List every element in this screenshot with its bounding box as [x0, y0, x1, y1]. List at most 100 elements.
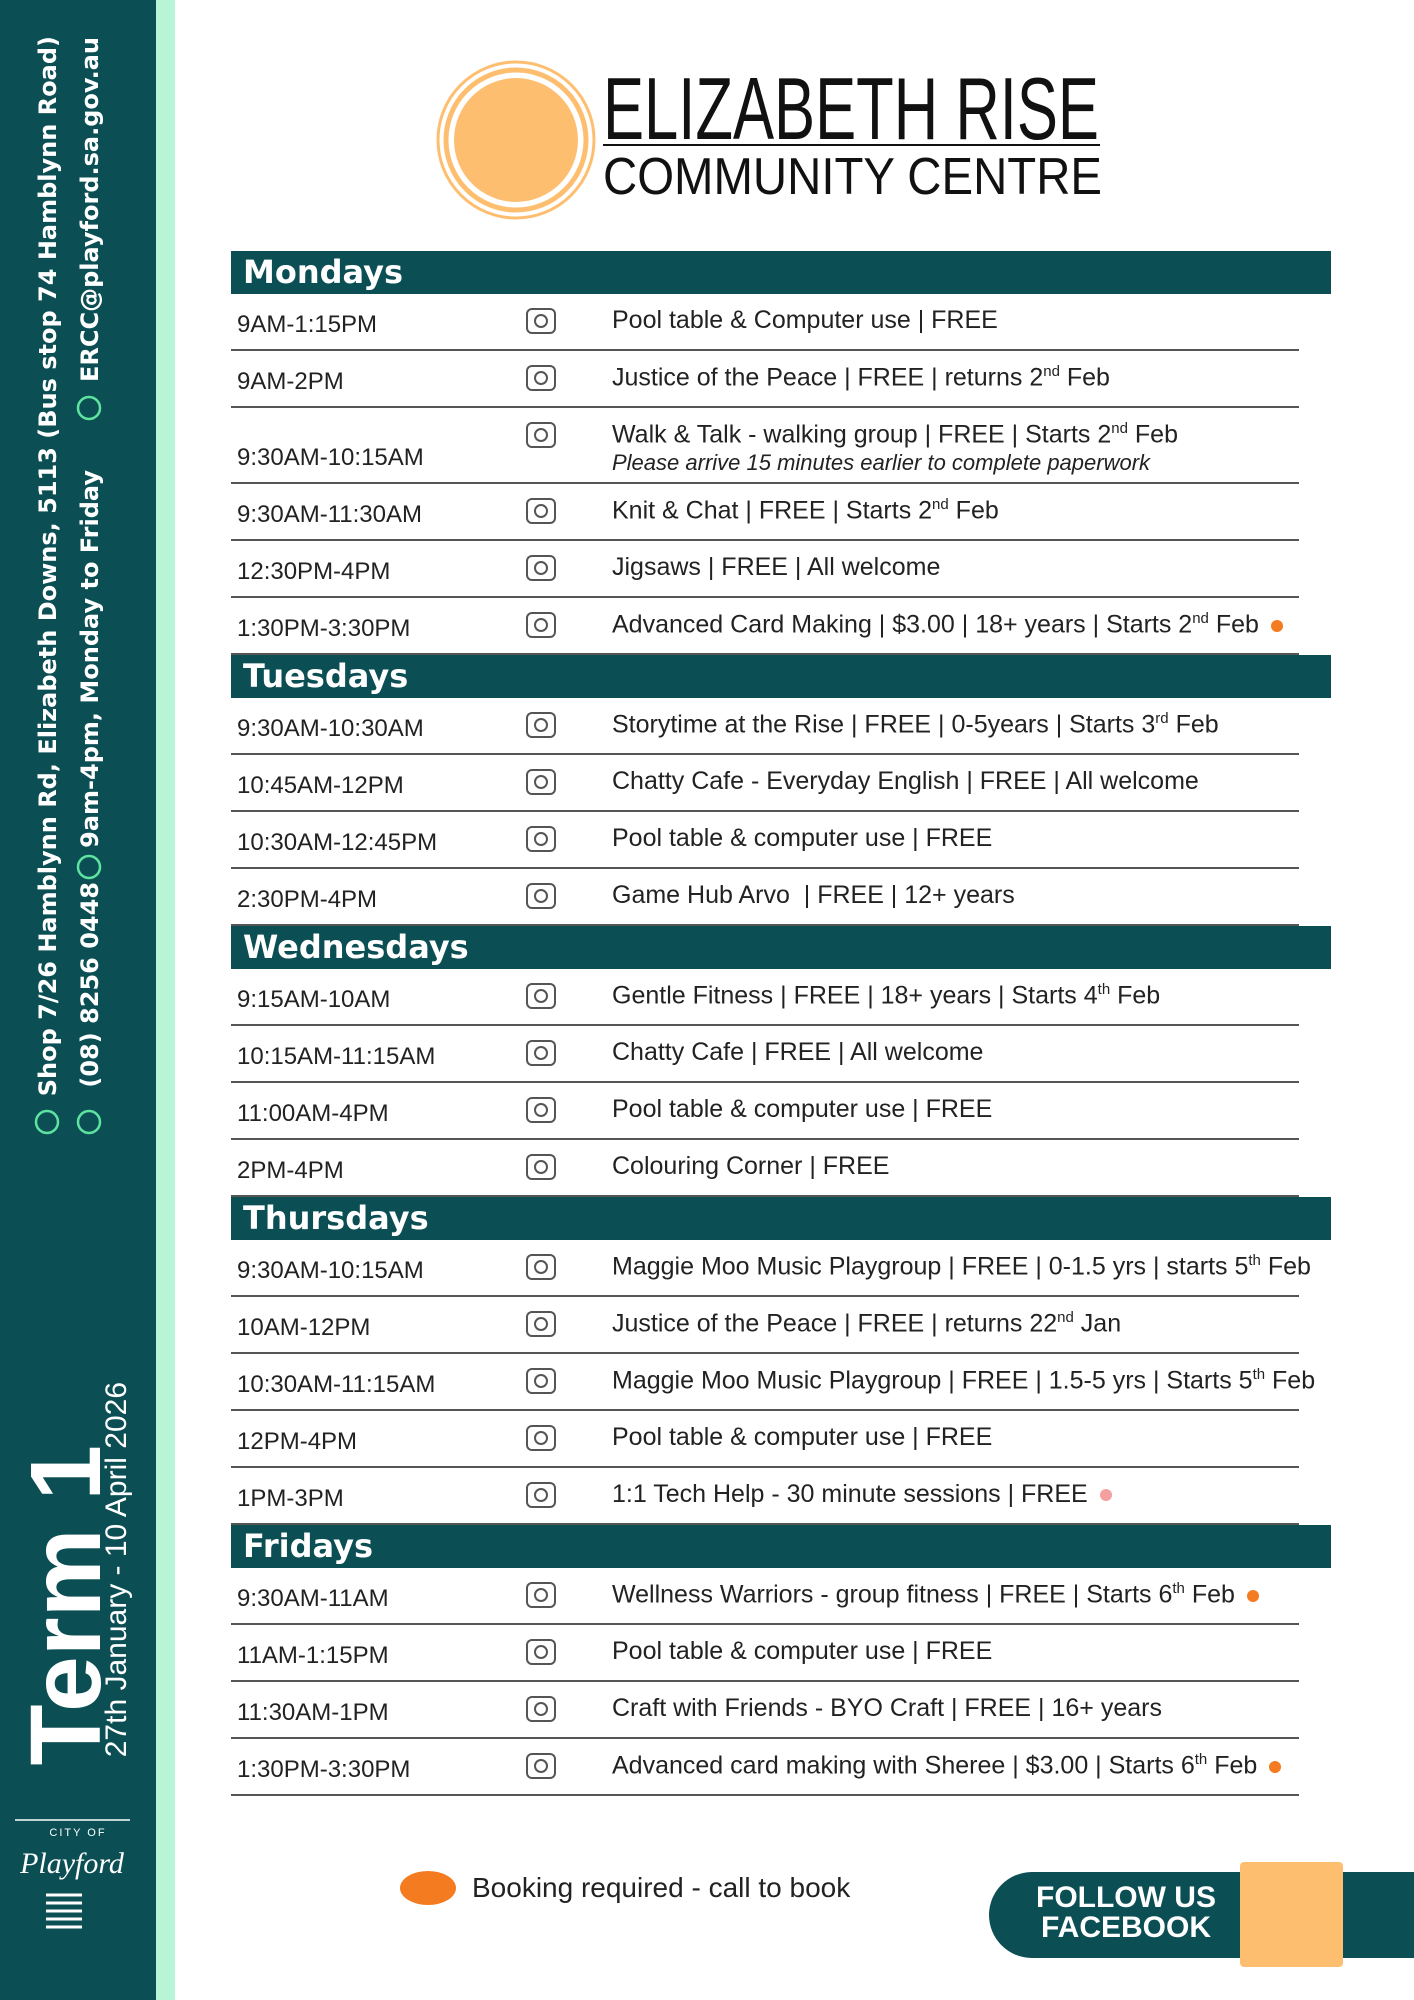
council-label: CITY OF: [49, 1827, 106, 1839]
activity: Game Hub Arvo | FREE | 12+ years: [612, 881, 1015, 910]
activity: Pool table & computer use | FREE: [612, 1423, 992, 1452]
schedule-row: 2PM-4PM Colouring Corner | FREE: [231, 1140, 1299, 1197]
activity-icon: [526, 1368, 556, 1394]
follow-line[interactable]: FACEBOOK: [1040, 1911, 1211, 1944]
activity: Justice of the Peace | FREE | returns 22…: [612, 1309, 1121, 1338]
activity-text: Feb: [1110, 981, 1161, 1010]
activity-icon: [526, 769, 556, 795]
sidebar-icons: [34, 395, 102, 1135]
activity-text: Feb: [948, 496, 999, 525]
schedule-row: 9:30AM-11AM Wellness Warriors - group fit…: [231, 1568, 1299, 1625]
activity-icon: [526, 1097, 556, 1123]
activity: Storytime at the Rise | FREE | 0-5years …: [612, 710, 1219, 739]
activity-text: Wellness Warriors - group fitness | FREE…: [612, 1580, 1173, 1609]
activity-text: Feb: [1208, 610, 1259, 639]
sidebar: [0, 0, 156, 2000]
activity-icon: [526, 1311, 556, 1337]
time: 11AM-1:15PM: [237, 1642, 389, 1669]
activity-text: Feb: [1184, 1580, 1235, 1609]
time: 9:30AM-10:15AM: [237, 444, 424, 471]
activity: Advanced card making with Sheree | $3.00…: [612, 1751, 1282, 1780]
time: 9AM-1:15PM: [237, 311, 378, 338]
time: 11:30AM-1PM: [237, 1699, 389, 1726]
activity-text: Pool table & computer use | FREE: [612, 1095, 993, 1123]
activity: Jigsaws | FREE | All welcome: [612, 553, 940, 582]
activity-text: Feb: [1265, 1366, 1316, 1395]
activity-icon: [526, 712, 556, 738]
booking-marker: [400, 1871, 456, 1905]
activity: Gentle Fitness | FREE | 18+ years | Star…: [612, 981, 1160, 1010]
activity-text: Feb: [1168, 710, 1219, 739]
activity: Walk & Talk - walking group | FREE | Sta…: [612, 420, 1178, 449]
schedule-row: 12:30PM-4PM Jigsaws | FREE | All welcome: [231, 541, 1299, 598]
ordinal: rd: [1155, 710, 1169, 727]
facebook-button[interactable]: [989, 1872, 1414, 1958]
time: 10:30AM-12:45PM: [237, 829, 438, 856]
council-name: Playford: [19, 1847, 125, 1880]
activity-icon: [526, 555, 556, 581]
activity-text: Maggie Moo Music Playgroup | FREE | 1.5-…: [612, 1366, 1253, 1395]
schedule-row: 9AM-2PM Justice of the Peace | FREE | ret…: [231, 351, 1299, 408]
ordinal: th: [1248, 1252, 1261, 1269]
activity: Maggie Moo Music Playgroup | FREE | 1.5-…: [612, 1366, 1315, 1395]
time: 9:30AM-10:15AM: [237, 1257, 424, 1284]
schedule-row: 11:30AM-1PM Craft with Friends - BYO Craf…: [231, 1682, 1299, 1739]
schedule-row: 9:30AM-10:30AM Storytime at the Rise | FR…: [231, 698, 1299, 755]
activity-icon: [526, 1696, 556, 1722]
activity-text: Feb: [1207, 1751, 1258, 1780]
schedule-row: 10AM-12PM Justice of the Peace | FREE | r…: [231, 1297, 1299, 1354]
activity: Pool table & Computer use | FREE: [612, 306, 998, 335]
time: 9:30AM-11AM: [237, 1585, 389, 1612]
activity-text: Walk & Talk - walking group | FREE | Sta…: [612, 420, 1112, 449]
activity-text: Pool table & computer use | FREE: [612, 1637, 993, 1665]
activity-text: Maggie Moo Music Playgroup | FREE | 0-1.…: [612, 1252, 1249, 1281]
schedule-row: 9AM-1:15PM Pool table & Computer use | FR…: [231, 294, 1299, 351]
activity-text: Pool table & computer use | FREE: [612, 824, 993, 852]
activity-text: Pool table & computer use | FREE: [612, 1423, 993, 1451]
activity-icon: [526, 1582, 556, 1608]
time: 2:30PM-4PM: [237, 886, 378, 913]
schedule: Mondays 9AM-1:15PM Pool table & Computer u…: [231, 251, 1331, 1796]
activity: Craft with Friends - BYO Craft | FREE | …: [612, 1694, 1162, 1723]
activity-text: Craft with Friends - BYO Craft | FREE | …: [612, 1694, 1162, 1722]
ordinal: nd: [1192, 610, 1209, 627]
follow-line[interactable]: FOLLOW US: [1036, 1881, 1216, 1914]
activity-icon: [526, 365, 556, 391]
time: 9AM-2PM: [237, 368, 344, 395]
activity-text: 1:1 Tech Help - 30 minute sessions | FRE…: [612, 1480, 1088, 1508]
schedule-row: 9:30AM-10:15AM Maggie Moo Music Playgroup…: [231, 1240, 1311, 1297]
council-logo: CITY OF Playford: [15, 1819, 130, 1929]
activity: 1:1 Tech Help - 30 minute sessions | FRE…: [612, 1480, 1112, 1509]
facebook-label[interactable]: FOLLOW US FACEBOOK: [1010, 1883, 1242, 1943]
schedule-row: 1PM-3PM 1:1 Tech Help - 30 minute session…: [231, 1468, 1299, 1525]
schedule-row: 2:30PM-4PM Game Hub Arvo | FREE | 12+ yea…: [231, 869, 1299, 926]
schedule-row: 10:30AM-11:15AM Maggie Moo Music Playgrou…: [231, 1354, 1315, 1411]
activity-icon: [526, 826, 556, 852]
activity-text: Pool table & Computer use | FREE: [612, 306, 998, 334]
term: Term 1: [10, 1445, 122, 1766]
day-header: Wednesdays: [231, 926, 1331, 969]
time: 10:15AM-11:15AM: [237, 1043, 436, 1070]
time: 9:30AM-11:30AM: [237, 501, 422, 528]
activity-text: Jan: [1073, 1309, 1122, 1338]
term-dates: 27th January - 10 April 2026: [100, 1381, 133, 1757]
logo: ELIZABETH RISE COMMUNITY CENTRE: [436, 59, 1102, 220]
ordinal: nd: [932, 496, 949, 513]
activity: Chatty Cafe - Everyday English | FREE | …: [612, 767, 1199, 796]
schedule-row: 12PM-4PM Pool table & computer use | FREE: [231, 1411, 1299, 1468]
schedule-row: 9:15AM-10AM Gentle Fitness | FREE | 18+ y…: [231, 969, 1299, 1026]
day-header: Mondays: [231, 251, 1331, 294]
activity: Knit & Chat | FREE | Starts 2nd Feb: [612, 496, 999, 525]
schedule-row: 10:30AM-12:45PM Pool table & computer use…: [231, 812, 1299, 869]
schedule-row: 10:45AM-12PM Chatty Cafe - Everyday Engli…: [231, 755, 1299, 812]
activity: Pool table & computer use | FREE: [612, 1095, 992, 1124]
activity: Advanced Card Making | $3.00 | 18+ years…: [612, 610, 1283, 639]
activity-text: Feb: [1059, 363, 1110, 392]
activity-text: Chatty Cafe - Everyday English | FREE | …: [612, 767, 1199, 795]
subtitle: COMMUNITY CENTRE: [603, 148, 1102, 206]
schedule-row: 1:30PM-3:30PM Advanced card making with S…: [231, 1739, 1299, 1796]
schedule-row: 10:15AM-11:15AM Chatty Cafe | FREE | All …: [231, 1026, 1299, 1083]
schedule-row: 11:00AM-4PM Pool table & computer use | F…: [231, 1083, 1299, 1140]
activity-text: Justice of the Peace | FREE | returns 22: [612, 1309, 1058, 1338]
